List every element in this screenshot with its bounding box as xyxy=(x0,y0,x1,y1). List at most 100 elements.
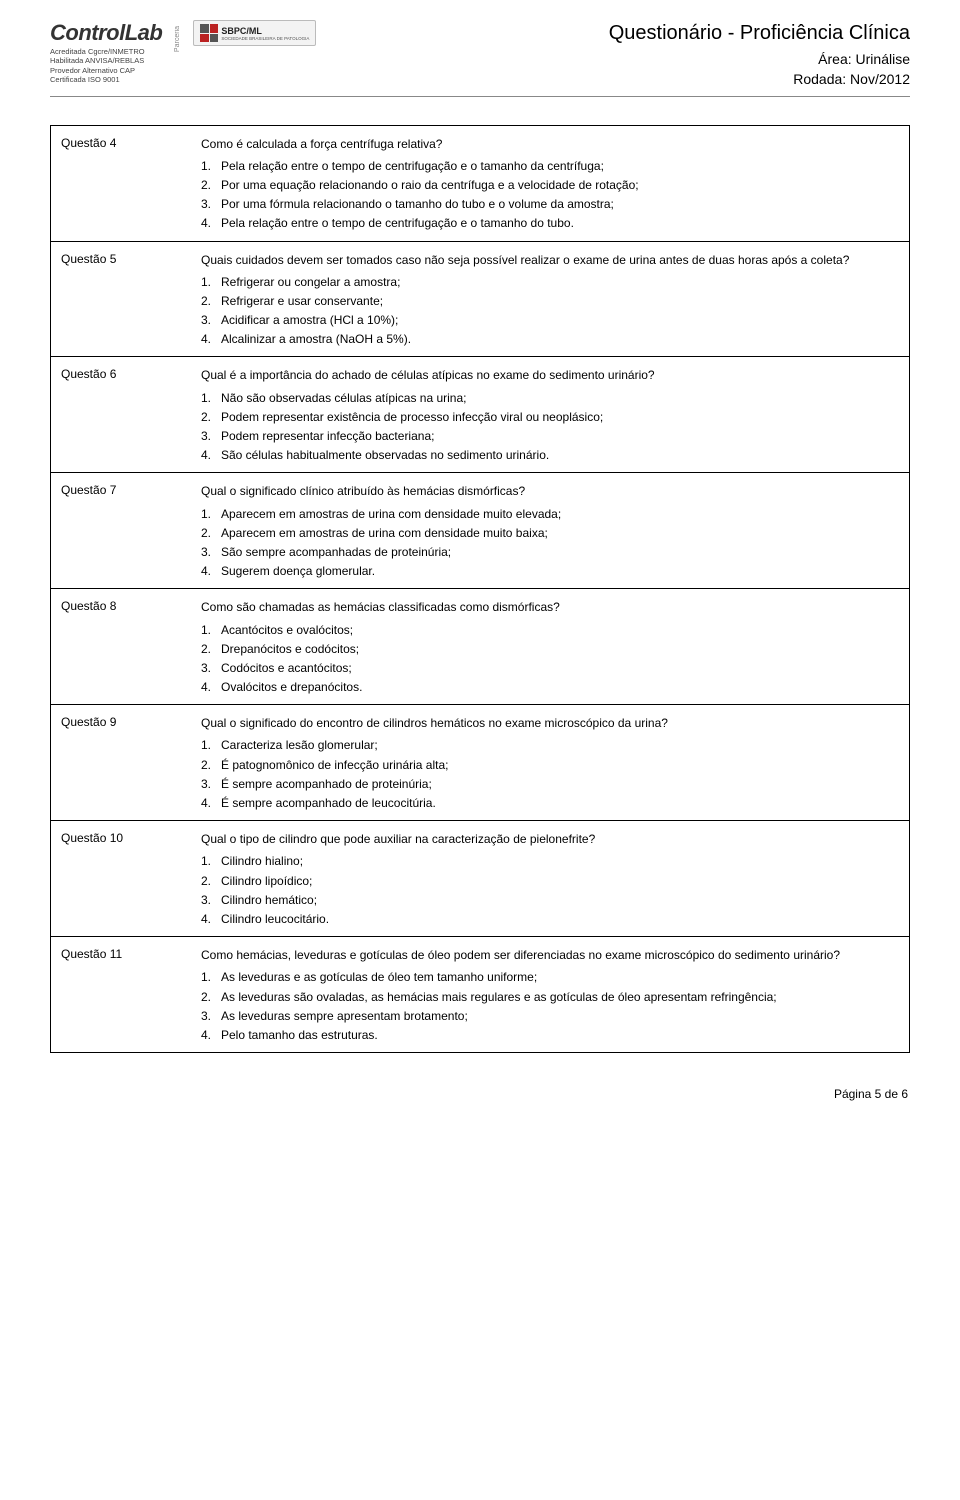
option-text: As leveduras e as gotículas de óleo tem … xyxy=(221,969,893,985)
option-text: As leveduras sempre apresentam brotament… xyxy=(221,1008,893,1024)
question-label: Questão 4 xyxy=(51,126,201,241)
question-text: Como é calculada a força centrífuga rela… xyxy=(201,136,893,152)
option-number: 2. xyxy=(201,757,221,773)
option-row: 4.Alcalinizar a amostra (NaOH a 5%). xyxy=(201,331,893,347)
option-text: Cilindro leucocitário. xyxy=(221,911,893,927)
option-row: 4.Pelo tamanho das estruturas. xyxy=(201,1027,893,1043)
question-label: Questão 8 xyxy=(51,589,201,704)
option-text: Cilindro hialino; xyxy=(221,853,893,869)
option-number: 4. xyxy=(201,679,221,695)
question-text: Quais cuidados devem ser tomados caso nã… xyxy=(201,252,893,268)
option-text: Não são observadas células atípicas na u… xyxy=(221,390,893,406)
option-row: 2.Cilindro lipoídico; xyxy=(201,873,893,889)
option-row: 2.Podem representar existência de proces… xyxy=(201,409,893,425)
option-text: Alcalinizar a amostra (NaOH a 5%). xyxy=(221,331,893,347)
option-number: 2. xyxy=(201,641,221,657)
option-number: 1. xyxy=(201,390,221,406)
page-header: ControlLab Acreditada Cgcre/INMETRO Habi… xyxy=(50,20,910,97)
option-text: Aparecem em amostras de urina com densid… xyxy=(221,525,893,541)
question-label: Questão 5 xyxy=(51,242,201,357)
option-text: Pela relação entre o tempo de centrifuga… xyxy=(221,158,893,174)
question-row: Questão 6Qual é a importância do achado … xyxy=(51,357,909,473)
option-number: 2. xyxy=(201,525,221,541)
option-text: Refrigerar e usar conservante; xyxy=(221,293,893,309)
question-row-inner: Questão 7Qual o significado clínico atri… xyxy=(51,473,909,588)
option-row: 4.Cilindro leucocitário. xyxy=(201,911,893,927)
option-text: Cilindro lipoídico; xyxy=(221,873,893,889)
header-left: ControlLab Acreditada Cgcre/INMETRO Habi… xyxy=(50,20,316,85)
option-text: As leveduras são ovaladas, as hemácias m… xyxy=(221,989,893,1005)
sbpc-badge: SBPC/ML SOCIEDADE BRASILEIRA DE PATOLOGI… xyxy=(193,20,316,46)
option-text: É patognomônico de infecção urinária alt… xyxy=(221,757,893,773)
logo-text: ControlLab xyxy=(50,20,162,46)
question-label: Questão 6 xyxy=(51,357,201,472)
question-body: Quais cuidados devem ser tomados caso nã… xyxy=(201,242,909,357)
option-text: É sempre acompanhado de leucocitúria. xyxy=(221,795,893,811)
question-text: Como são chamadas as hemácias classifica… xyxy=(201,599,893,615)
option-row: 2.Por uma equação relacionando o raio da… xyxy=(201,177,893,193)
option-number: 3. xyxy=(201,196,221,212)
option-row: 3.É sempre acompanhado de proteinúria; xyxy=(201,776,893,792)
option-number: 3. xyxy=(201,776,221,792)
option-text: Refrigerar ou congelar a amostra; xyxy=(221,274,893,290)
option-number: 4. xyxy=(201,215,221,231)
question-body: Qual é a importância do achado de célula… xyxy=(201,357,909,472)
question-row-inner: Questão 6Qual é a importância do achado … xyxy=(51,357,909,472)
question-row: Questão 9Qual o significado do encontro … xyxy=(51,705,909,821)
option-number: 1. xyxy=(201,158,221,174)
option-text: Podem representar existência de processo… xyxy=(221,409,893,425)
question-row: Questão 10Qual o tipo de cilindro que po… xyxy=(51,821,909,937)
question-body: Qual o significado clínico atribuído às … xyxy=(201,473,909,588)
option-number: 1. xyxy=(201,506,221,522)
doc-round: Rodada: Nov/2012 xyxy=(609,69,910,89)
option-number: 1. xyxy=(201,274,221,290)
option-row: 4.Pela relação entre o tempo de centrifu… xyxy=(201,215,893,231)
option-text: É sempre acompanhado de proteinúria; xyxy=(221,776,893,792)
question-row: Questão 8Como são chamadas as hemácias c… xyxy=(51,589,909,705)
option-row: 2.As leveduras são ovaladas, as hemácias… xyxy=(201,989,893,1005)
option-number: 2. xyxy=(201,989,221,1005)
question-body: Como é calculada a força centrífuga rela… xyxy=(201,126,909,241)
option-number: 4. xyxy=(201,911,221,927)
question-row: Questão 11Como hemácias, leveduras e got… xyxy=(51,937,909,1052)
option-row: 4.É sempre acompanhado de leucocitúria. xyxy=(201,795,893,811)
option-text: Caracteriza lesão glomerular; xyxy=(221,737,893,753)
question-row: Questão 5Quais cuidados devem ser tomado… xyxy=(51,242,909,358)
option-text: Acantócitos e ovalócitos; xyxy=(221,622,893,638)
option-text: Drepanócitos e codócitos; xyxy=(221,641,893,657)
question-body: Como são chamadas as hemácias classifica… xyxy=(201,589,909,704)
question-body: Qual o tipo de cilindro que pode auxilia… xyxy=(201,821,909,936)
option-row: 1.Não são observadas células atípicas na… xyxy=(201,390,893,406)
option-row: 4.São células habitualmente observadas n… xyxy=(201,447,893,463)
option-number: 1. xyxy=(201,622,221,638)
question-row-inner: Questão 5Quais cuidados devem ser tomado… xyxy=(51,242,909,357)
question-text: Qual o tipo de cilindro que pode auxilia… xyxy=(201,831,893,847)
option-number: 2. xyxy=(201,409,221,425)
option-row: 3.Podem representar infecção bacteriana; xyxy=(201,428,893,444)
option-row: 1.Caracteriza lesão glomerular; xyxy=(201,737,893,753)
cred-line: Certificada ISO 9001 xyxy=(50,75,162,84)
side-label-top: Parceria xyxy=(174,26,181,52)
option-text: Sugerem doença glomerular. xyxy=(221,563,893,579)
option-number: 1. xyxy=(201,737,221,753)
option-text: Podem representar infecção bacteriana; xyxy=(221,428,893,444)
question-label: Questão 9 xyxy=(51,705,201,820)
option-row: 1.Pela relação entre o tempo de centrifu… xyxy=(201,158,893,174)
option-number: 4. xyxy=(201,447,221,463)
option-text: Pela relação entre o tempo de centrifuga… xyxy=(221,215,893,231)
option-row: 3.Cilindro hemático; xyxy=(201,892,893,908)
header-right: Questionário - Proficiência Clínica Área… xyxy=(609,20,910,90)
option-number: 4. xyxy=(201,1027,221,1043)
sbpc-icon xyxy=(200,24,218,42)
question-text: Qual é a importância do achado de célula… xyxy=(201,367,893,383)
page-footer: Página 5 de 6 xyxy=(50,1087,910,1101)
option-text: Aparecem em amostras de urina com densid… xyxy=(221,506,893,522)
option-text: Cilindro hemático; xyxy=(221,892,893,908)
question-row-inner: Questão 4Como é calculada a força centrí… xyxy=(51,126,909,241)
option-number: 2. xyxy=(201,293,221,309)
option-row: 2.Aparecem em amostras de urina com dens… xyxy=(201,525,893,541)
option-row: 3.Por uma fórmula relacionando o tamanho… xyxy=(201,196,893,212)
logo-main: ControlLab Acreditada Cgcre/INMETRO Habi… xyxy=(50,20,162,85)
question-row-inner: Questão 10Qual o tipo de cilindro que po… xyxy=(51,821,909,936)
option-row: 2.É patognomônico de infecção urinária a… xyxy=(201,757,893,773)
